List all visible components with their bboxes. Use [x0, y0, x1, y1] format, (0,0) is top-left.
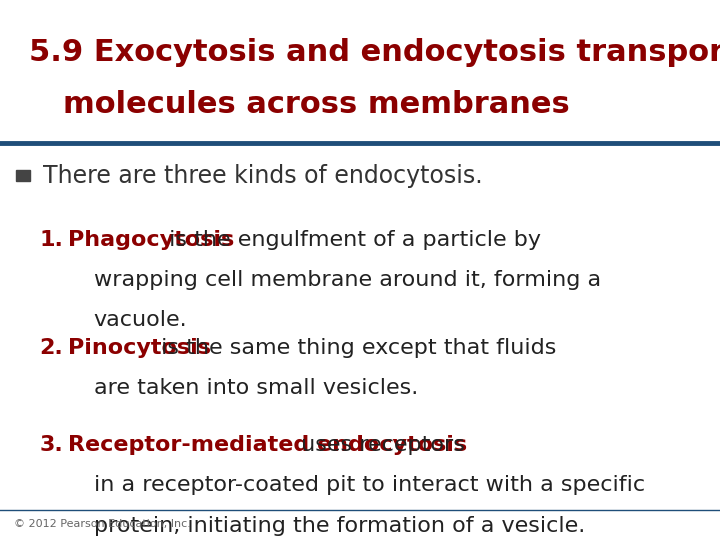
Text: in a receptor-coated pit to interact with a specific: in a receptor-coated pit to interact wit… [94, 475, 644, 495]
FancyBboxPatch shape [16, 170, 30, 181]
Text: 1.: 1. [40, 230, 63, 249]
Text: Pinocytosis: Pinocytosis [68, 338, 212, 357]
Text: 3.: 3. [40, 435, 63, 455]
Text: protein, initiating the formation of a vesicle.: protein, initiating the formation of a v… [94, 516, 585, 536]
Text: © 2012 Pearson Education, Inc.: © 2012 Pearson Education, Inc. [14, 519, 192, 529]
Text: 2.: 2. [40, 338, 63, 357]
Text: is the same thing except that fluids: is the same thing except that fluids [154, 338, 557, 357]
Text: 5.9 Exocytosis and endocytosis transport large: 5.9 Exocytosis and endocytosis transport… [29, 38, 720, 67]
Text: are taken into small vesicles.: are taken into small vesicles. [94, 378, 418, 398]
Text: Receptor-mediated endocytosis: Receptor-mediated endocytosis [68, 435, 467, 455]
Text: vacuole.: vacuole. [94, 310, 187, 330]
Text: molecules across membranes: molecules across membranes [63, 90, 570, 119]
Text: is the engulfment of a particle by: is the engulfment of a particle by [162, 230, 541, 249]
Text: wrapping cell membrane around it, forming a: wrapping cell membrane around it, formin… [94, 270, 600, 290]
Text: There are three kinds of endocytosis.: There are three kinds of endocytosis. [43, 164, 483, 187]
Text: Phagocytosis: Phagocytosis [68, 230, 235, 249]
Text: uses receptors: uses receptors [294, 435, 465, 455]
